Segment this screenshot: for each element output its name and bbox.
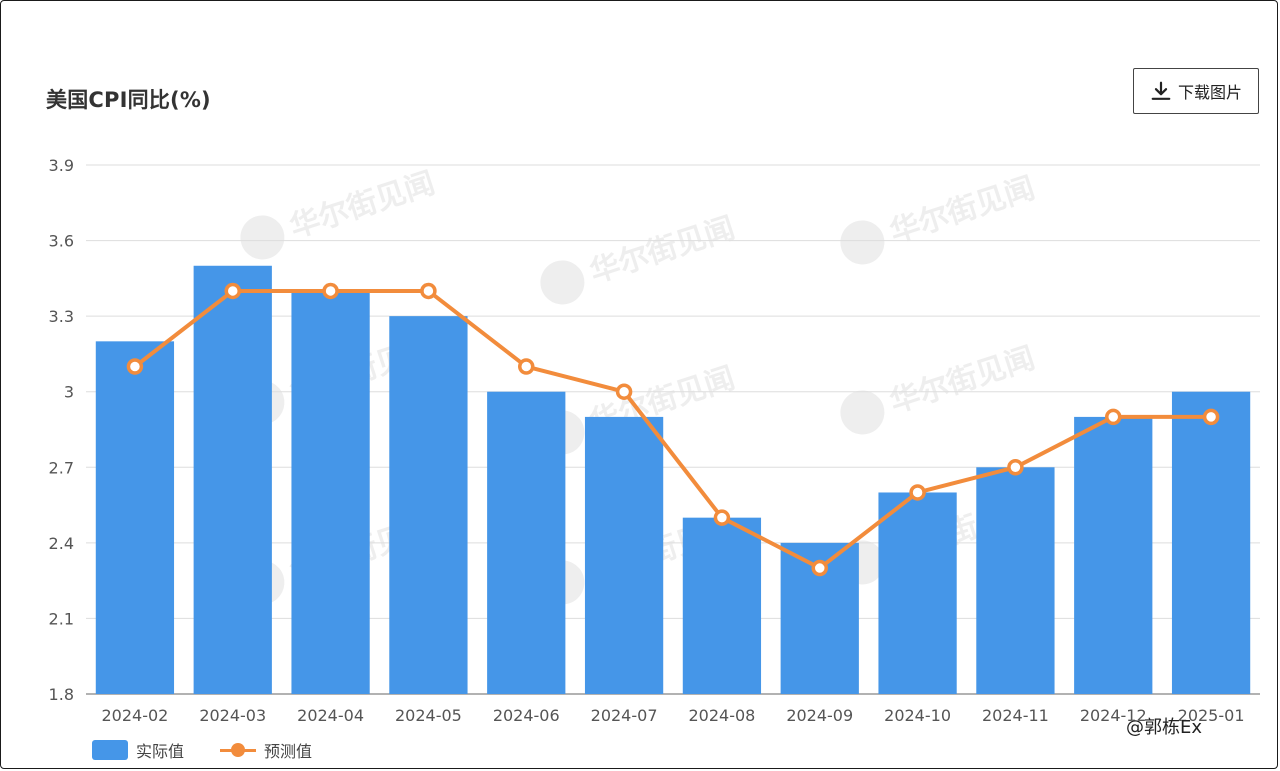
forecast-point-2024-02 — [126, 358, 144, 375]
watermark-text: 华尔街见闻 — [886, 171, 1039, 251]
watermark: 华尔街见闻 — [840, 341, 1039, 435]
download-icon — [1151, 81, 1171, 100]
bar-2024-06 — [487, 391, 566, 694]
y-tick-label: 3.3 — [49, 307, 74, 326]
watermark-text: 华尔街见闻 — [586, 211, 739, 291]
bar-2024-08 — [682, 517, 762, 694]
forecast-point-2024-11 — [1007, 459, 1024, 476]
forecast-point-2024-04 — [322, 282, 339, 300]
forecast-point-2024-07 — [615, 383, 633, 400]
watermark-logo-icon — [840, 220, 885, 265]
watermark: 华尔街见闻 — [540, 211, 739, 305]
watermark-logo-icon — [840, 390, 885, 435]
watermark: 华尔街见闻 — [240, 166, 439, 260]
y-tick-label: 1.8 — [49, 685, 74, 704]
download-image-button[interactable]: 下载图片 — [1133, 68, 1259, 114]
watermark: 华尔街见闻 — [840, 171, 1039, 265]
x-tick-label: 2024-03 — [199, 706, 266, 725]
forecast-point-2024-09 — [811, 559, 828, 577]
bar-2024-11 — [976, 467, 1055, 694]
legend-actual-swatch[interactable] — [92, 740, 128, 760]
x-tick-label: 2024-10 — [884, 706, 951, 725]
legend-forecast-label[interactable]: 预测值 — [264, 742, 313, 761]
forecast-line — [133, 288, 1212, 571]
y-tick-label: 3.6 — [49, 232, 74, 251]
forecast-point-2024-10 — [909, 484, 926, 501]
forecast-point-2024-08 — [713, 509, 731, 526]
bar-2024-03 — [193, 265, 272, 694]
y-tick-label: 3 — [64, 383, 74, 402]
watermark-logo-icon — [240, 215, 285, 260]
forecast-point-2024-12 — [1105, 408, 1122, 426]
x-tick-label: 2024-07 — [591, 706, 658, 725]
bar-2024-02 — [95, 341, 175, 694]
y-tick-label: 2.7 — [49, 458, 74, 477]
legend-actual-label[interactable]: 实际值 — [136, 742, 185, 761]
x-tick-label: 2024-08 — [688, 706, 755, 725]
forecast-point-2024-05 — [420, 282, 437, 300]
x-tick-label: 2024-11 — [982, 706, 1049, 725]
y-tick-label: 2.1 — [49, 609, 74, 628]
bar-2024-05 — [389, 316, 468, 694]
x-tick-label: 2024-02 — [101, 706, 168, 725]
bar-2024-12 — [1074, 416, 1153, 694]
bar-2024-07 — [584, 416, 664, 694]
legend: 实际值 预测值 — [92, 738, 312, 762]
corner-watermark: @郭栋Ex — [1126, 717, 1203, 738]
bar-2024-04 — [291, 290, 370, 694]
watermark-text: 华尔街见闻 — [886, 341, 1039, 421]
x-tick-label: 2024-04 — [297, 706, 364, 725]
legend-forecast-swatch[interactable] — [220, 740, 257, 760]
bar-2025-01 — [1171, 391, 1251, 694]
x-tick-label: 2024-12 — [1080, 706, 1147, 725]
x-tick-label: 2024-06 — [493, 706, 560, 725]
download-image-label: 下载图片 — [1177, 83, 1242, 102]
watermark-logo-icon — [540, 260, 585, 305]
bar-2024-10 — [878, 492, 957, 694]
forecast-point-2024-06 — [518, 358, 535, 375]
forecast-point-2025-01 — [1202, 408, 1220, 426]
x-tick-label: 2024-09 — [786, 706, 853, 725]
watermark-text: 华尔街见闻 — [286, 166, 439, 246]
chart-title: 美国CPI同比(%) — [46, 88, 211, 112]
y-tick-label: 3.9 — [49, 156, 74, 175]
x-tick-label: 2025-01 — [1178, 706, 1245, 725]
x-tick-label: 2024-05 — [395, 706, 462, 725]
forecast-point-2024-03 — [224, 282, 241, 300]
y-tick-label: 2.4 — [49, 534, 74, 553]
